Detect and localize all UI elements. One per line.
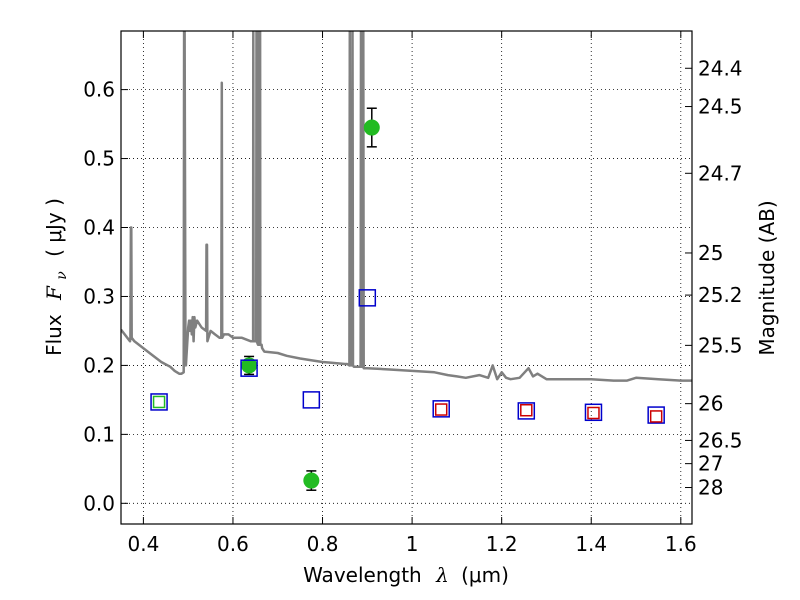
ticks: 0.4 0.6 0.8 1 1.2 1.4 1.6 0.0 0.1 0.2 0.3 0.4 0.5 0.6… — [83, 31, 743, 556]
model-square — [647, 406, 665, 424]
markers-layer — [150, 107, 665, 491]
spectrum-layer — [121, 31, 692, 382]
y-tick-label: 0.6 — [83, 78, 115, 102]
x-tick-label: 0.8 — [307, 532, 339, 556]
x-axis-label-unit: (μm) — [461, 563, 509, 587]
model-square — [649, 410, 663, 423]
mag-tick-label: 25 — [698, 241, 723, 265]
y-tick-label: 0.3 — [83, 284, 115, 308]
x-axis-label-symbol: λ — [435, 563, 449, 587]
mag-tick-label: 25.2 — [698, 283, 743, 307]
mag-tick-label: 27 — [698, 452, 723, 476]
y-axis-label-symbol: F — [42, 285, 66, 301]
model-square — [517, 402, 536, 420]
x-tick-label: 1 — [406, 532, 419, 556]
y-tick-label: 0.4 — [83, 216, 115, 240]
observed-point — [303, 472, 320, 489]
model-square — [150, 393, 168, 411]
x-tick-label: 1.6 — [665, 532, 697, 556]
x-tick-label: 0.6 — [217, 532, 249, 556]
y-tick-label: 0.5 — [83, 147, 115, 171]
model-square — [520, 403, 533, 417]
model-square — [587, 406, 600, 420]
x-tick-label: 0.4 — [127, 532, 159, 556]
spectrum-line — [121, 31, 692, 382]
y-tick-label: 0.2 — [83, 353, 115, 377]
mag-tick-label: 24.7 — [698, 161, 743, 185]
model-square — [584, 403, 603, 422]
model-square — [302, 391, 321, 409]
y-axis-label-subscript: ν — [54, 271, 70, 280]
y-axis-label-text: Flux — [42, 314, 66, 356]
mag-tick-label: 25.5 — [698, 333, 743, 357]
plot-frame — [120, 30, 693, 525]
mag-tick-label: 28 — [698, 476, 723, 500]
x-tick-label: 1.4 — [575, 532, 607, 556]
observed-point — [241, 357, 258, 374]
model-square — [152, 395, 166, 409]
x-axis-label-text: Wavelength — [303, 563, 422, 587]
y-axis-label-unit: ( μJy ) — [42, 198, 66, 257]
right-axis-label: Magnitude (AB) — [755, 200, 779, 355]
model-square — [240, 359, 258, 377]
y-axis-label: Flux F ν ( μJy ) — [42, 198, 71, 356]
x-tick-label: 1.2 — [486, 532, 518, 556]
y-tick-label: 0.0 — [83, 491, 115, 515]
model-square — [434, 403, 448, 416]
mag-tick-label: 24.4 — [698, 56, 743, 80]
mag-tick-label: 26 — [698, 392, 723, 416]
observed-point — [363, 119, 380, 136]
mag-tick-label: 26.5 — [698, 428, 743, 452]
x-axis-label: Wavelength λ (μm) — [303, 563, 509, 587]
model-square — [358, 289, 377, 307]
mag-tick-label: 24.5 — [698, 95, 743, 119]
model-square — [432, 400, 450, 418]
y-tick-label: 0.1 — [83, 422, 115, 446]
